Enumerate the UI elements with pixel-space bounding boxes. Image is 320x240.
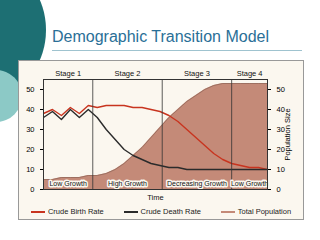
svg-text:10: 10 [26,165,34,174]
svg-text:Stage 4: Stage 4 [237,69,263,78]
svg-text:40: 40 [26,105,34,114]
svg-text:Stage 2: Stage 2 [115,69,141,78]
html-text:Total Population: Total Population [237,207,292,216]
svg-text:50: 50 [26,85,34,94]
svg-text:Population Size: Population Size [283,108,292,160]
svg-text:30: 30 [276,124,285,134]
svg-text:Stage 1: Stage 1 [55,69,81,78]
svg-text:High Growth: High Growth [108,180,147,188]
html-text:Crude Death Rate: Crude Death Rate [140,207,201,216]
svg-text:20: 20 [26,145,34,154]
svg-text:Decreasing Growth: Decreasing Growth [167,180,227,188]
html-text:Crude Birth Rate: Crude Birth Rate [47,207,104,216]
svg-text:30: 30 [26,125,34,134]
svg-text:0: 0 [30,185,34,194]
svg-text:50: 50 [277,85,285,94]
html-text:Demographic Transition Model: Demographic Transition Model [52,28,269,45]
svg-text:20: 20 [276,144,285,154]
svg-text:0: 0 [277,185,281,194]
svg-text:Low Growth: Low Growth [49,180,86,187]
svg-text:Low Growth: Low Growth [231,180,268,187]
svg-text:10: 10 [277,165,285,174]
svg-text:Stage 3: Stage 3 [184,69,210,78]
svg-text:Time: Time [147,193,163,202]
svg-text:40: 40 [276,104,285,114]
